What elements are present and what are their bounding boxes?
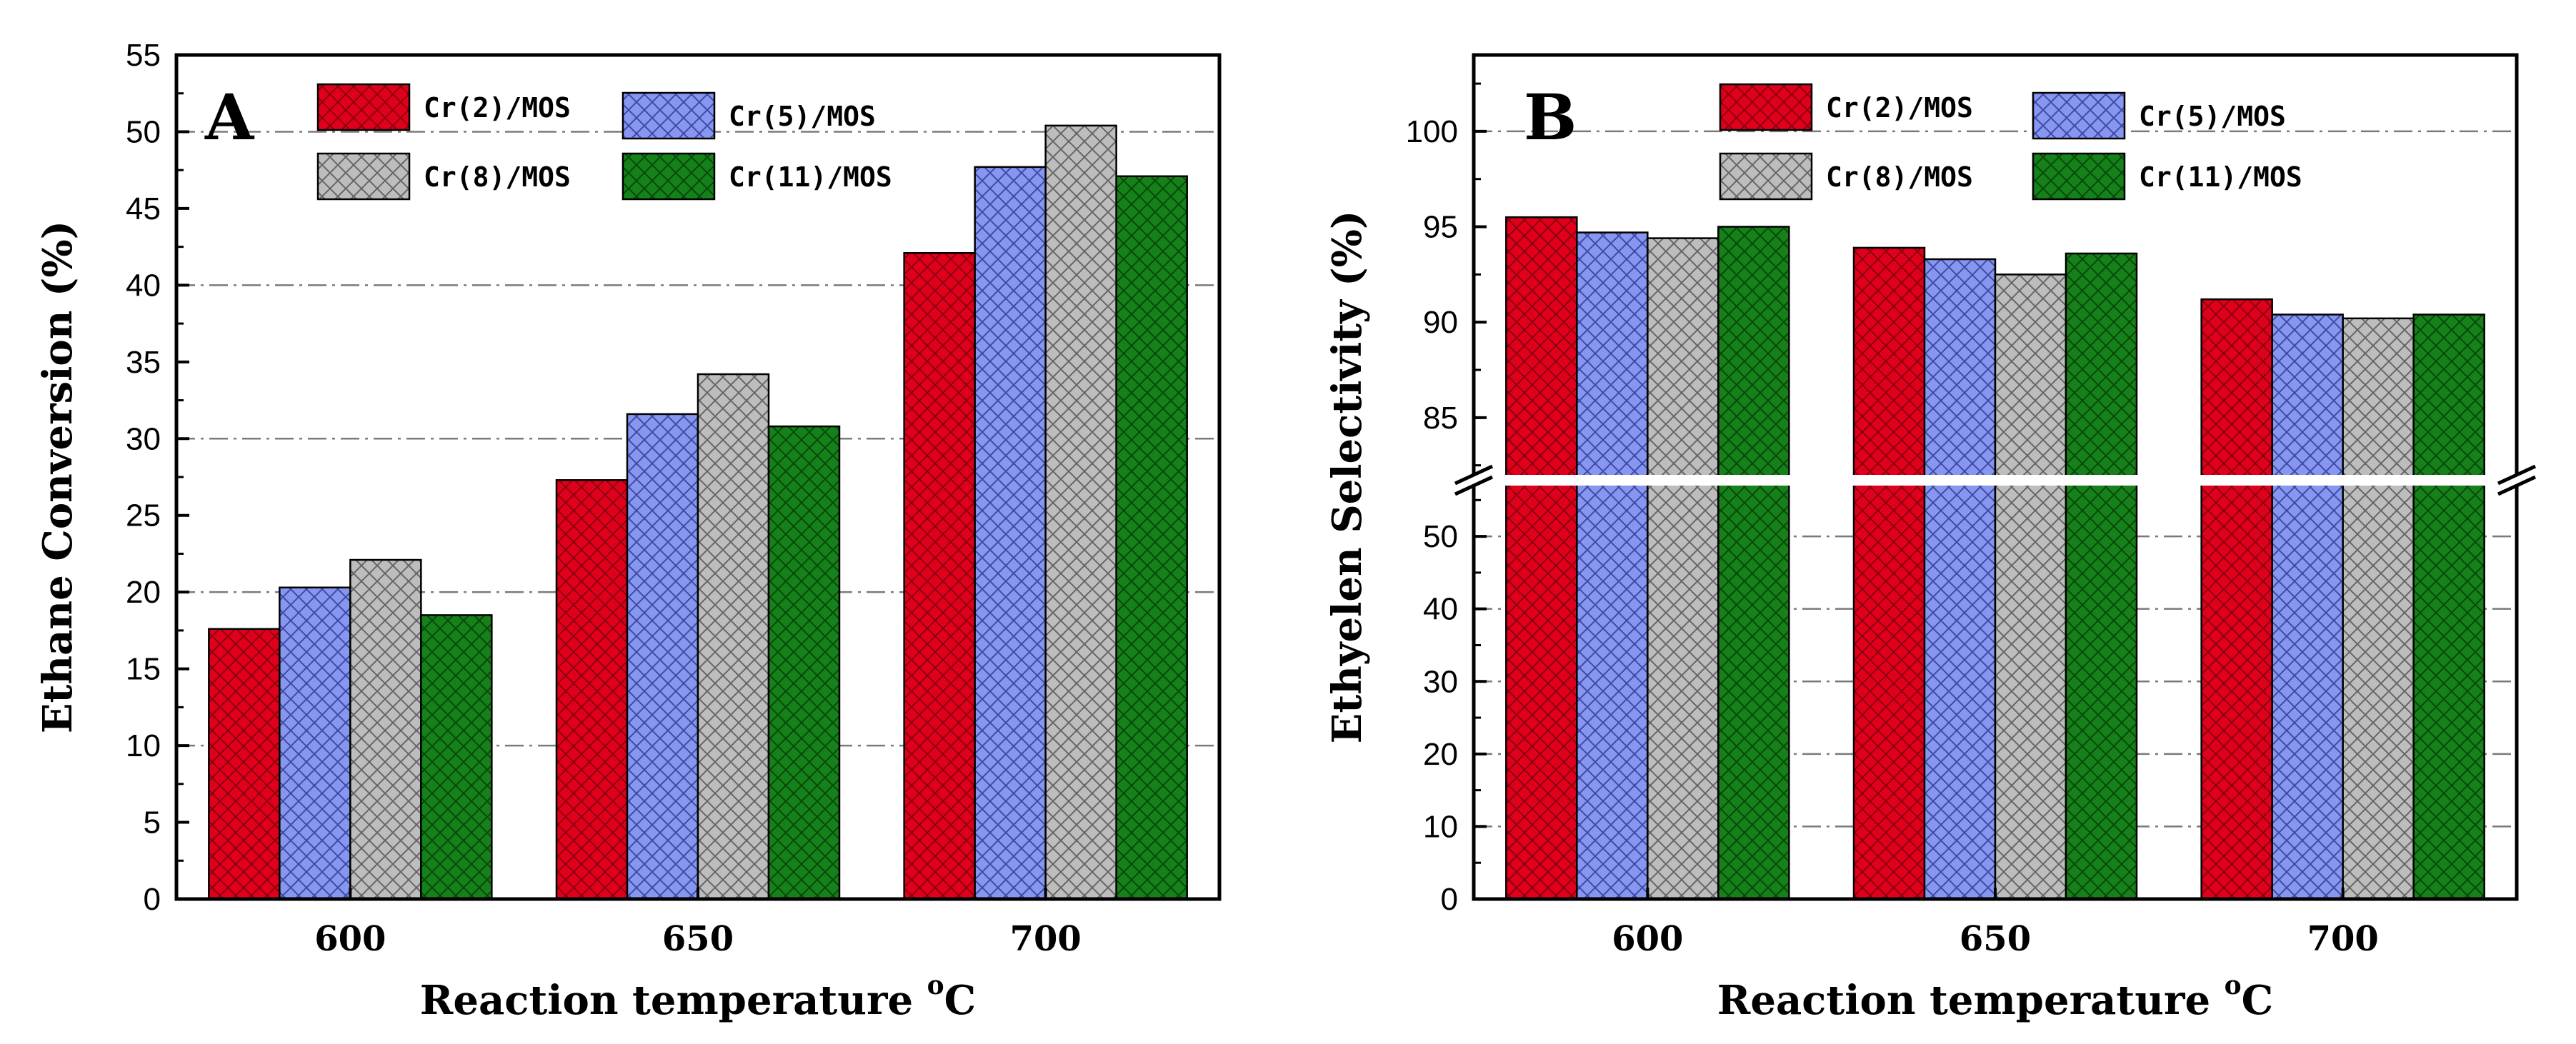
x-axis-title-main-b: Reaction temperature [1717,977,2225,1024]
bar-cr5mos-700 [2271,313,2344,900]
legend-label: Cr(5)/MOS [2139,101,2286,132]
bar-cr2mos-700 [2200,298,2273,900]
x-axis-title-b: Reaction temperature oC [1717,970,2273,1024]
y-tick-label: 50 [1423,519,1458,554]
y-tick-label: 25 [126,498,161,533]
legend-label: Cr(8)/MOS [424,161,571,193]
y-tick-label: 45 [126,191,161,226]
panel-a-chart: 0 5 10 15 20 25 30 35 40 45 50 55 600 650 700 A Cr(2)… [34,38,1222,1024]
bar-cr5mos-600 [279,586,351,900]
bar-cr11mos-600 [420,614,493,900]
y-tick-label: 85 [1423,401,1458,436]
x-categories-a: 600 650 700 [314,888,1082,959]
y-tick-label: 35 [126,345,161,380]
legend-label: Cr(2)/MOS [1826,92,1973,124]
legend-a: Cr(2)/MOS Cr(5)/MOS Cr(8)/MOS Cr(11)/MOS [316,83,892,201]
y-tick-label: 90 [1423,305,1458,340]
y-tick-label: 10 [1423,809,1458,844]
bar-cr11mos-700 [1115,175,1188,900]
legend-swatch [2032,152,2126,201]
x-axis-title-sup-b: o [2225,970,2242,1000]
bar-cr2mos-700 [903,251,976,900]
bars-a [208,124,1188,900]
bar-cr8mos-650 [697,373,770,900]
panel-label-b: B [1524,80,1577,154]
legend-swatch [621,152,716,201]
bar-cr8mos-600 [1647,237,1719,900]
bar-cr5mos-650 [1923,258,1997,900]
y-tick-label: 30 [1423,664,1458,699]
legend-b: Cr(2)/MOS Cr(5)/MOS Cr(8)/MOS Cr(11)/MOS [1719,83,2302,201]
y-tick-label: 95 [1423,210,1458,245]
y-tick-label: 50 [126,114,161,149]
bar-cr8mos-700 [1044,124,1117,900]
break-mark-left-bottom [1454,475,1494,496]
break-mark-left-top [1454,464,1494,486]
bar-cr2mos-650 [1852,246,1926,900]
bar-cr5mos-700 [974,166,1047,900]
bar-cr2mos-600 [208,628,281,900]
legend-label: Cr(11)/MOS [729,161,892,193]
axis-break-b [1452,464,2538,496]
y-tick-label: 20 [1423,737,1458,772]
legend-swatch [621,91,716,140]
y-tick-label: 20 [126,575,161,610]
panel-b-chart: 0 10 20 30 40 50 85 90 95 100 600 650 700 B Cr(2)/M… [1324,53,2538,1024]
legend-swatch [2032,91,2126,140]
legend-swatch [1719,152,1813,201]
x-axis-title-sup-a: o [927,970,944,1000]
x-axis-title-main-a: Reaction temperature [420,977,927,1024]
y-ticks-b: 0 10 20 30 40 50 85 90 95 100 [1406,82,1487,917]
axis-break-gap [1452,475,2538,486]
legend-label: Cr(2)/MOS [424,92,571,124]
bar-cr8mos-600 [349,558,422,900]
x-category-label: 700 [2307,919,2379,959]
bar-cr8mos-650 [1994,273,2067,900]
y-tick-label: 30 [126,421,161,456]
bar-cr11mos-600 [1717,226,1790,900]
x-axis-title-unit-a: C [944,977,977,1024]
y-tick-label: 0 [1441,882,1458,917]
break-mark-right-top [2497,464,2537,486]
bar-cr2mos-650 [555,479,629,900]
x-axis-title-unit-b: C [2242,977,2274,1024]
legend-swatch [316,83,411,131]
y-tick-label: 15 [126,652,161,687]
break-mark-right-bottom [2497,475,2537,496]
bar-cr5mos-650 [626,413,699,900]
x-axis-title-a: Reaction temperature oC [420,970,976,1024]
legend-swatch [316,152,411,201]
y-tick-label: 100 [1406,114,1458,149]
y-axis-title-b: Ethyelen Selectivity (%) [1324,211,1371,744]
y-tick-label: 40 [126,268,161,303]
x-category-label: 650 [662,919,734,959]
y-tick-label: 40 [1423,592,1458,627]
y-axis-title-a: Ethane Conversion (%) [34,221,81,733]
y-tick-label: 55 [126,38,161,73]
bar-cr11mos-650 [2065,252,2138,900]
legend-label: Cr(8)/MOS [1826,161,1973,193]
x-categories-b: 600 650 700 [1612,888,2379,959]
bar-cr11mos-650 [767,425,841,900]
x-category-label: 700 [1010,919,1082,959]
y-tick-label: 5 [144,805,161,840]
y-ticks-a: 0 5 10 15 20 25 30 35 40 45 50 55 [126,38,189,917]
legend-label: Cr(11)/MOS [2139,161,2302,193]
x-category-label: 600 [314,919,386,959]
x-category-label: 600 [1612,919,1683,959]
legend-label: Cr(5)/MOS [729,101,876,132]
legend-swatch [1719,83,1813,131]
bar-cr5mos-600 [1576,231,1649,900]
x-category-label: 650 [1960,919,2031,959]
bar-cr8mos-700 [2342,317,2415,900]
bars-b [1505,216,2485,900]
panel-label-a: A [204,80,255,154]
y-tick-label: 0 [144,882,161,917]
bar-cr2mos-600 [1505,216,1578,900]
bar-cr11mos-700 [2412,313,2485,900]
y-tick-label: 10 [126,728,161,763]
